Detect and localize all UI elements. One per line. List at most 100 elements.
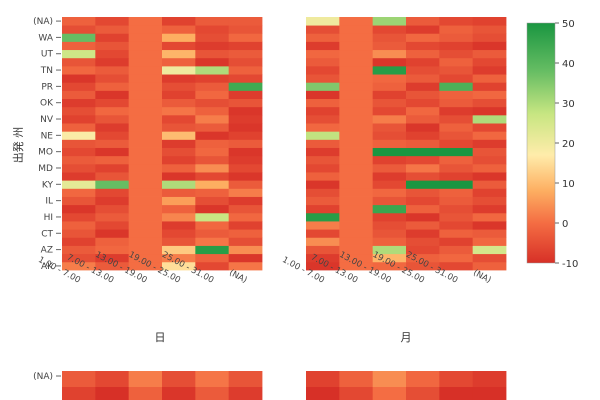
heatmap-cell bbox=[306, 147, 340, 157]
heatmap-cell bbox=[372, 245, 407, 255]
heatmap-cell bbox=[306, 221, 340, 230]
heatmap-cell bbox=[306, 245, 340, 255]
y-tick-label: AK bbox=[41, 262, 54, 272]
heatmap-cell bbox=[162, 387, 196, 400]
heatmap-cell bbox=[439, 33, 474, 42]
y-tick-label: MD bbox=[38, 164, 53, 174]
heatmap-cell bbox=[306, 139, 340, 148]
heatmap-cell bbox=[128, 17, 163, 26]
heatmap-cell bbox=[195, 155, 230, 165]
heatmap-cell bbox=[62, 261, 96, 271]
heatmap-cell bbox=[372, 237, 407, 246]
y-tick-label: AZ bbox=[41, 246, 53, 256]
heatmap-cell bbox=[339, 131, 374, 140]
heatmap-cell bbox=[372, 188, 407, 197]
heatmap-cell bbox=[62, 65, 96, 75]
heatmap-cell bbox=[95, 147, 130, 157]
heatmap-cell bbox=[472, 196, 507, 206]
heatmap-cell bbox=[162, 57, 196, 67]
x-tick-label: (NA) bbox=[227, 268, 248, 286]
heatmap-cell bbox=[339, 49, 374, 59]
heatmap-cell bbox=[195, 17, 230, 26]
heatmap-cell bbox=[228, 237, 263, 246]
heatmap-cell bbox=[195, 74, 230, 83]
heatmap-cell bbox=[162, 196, 196, 206]
heatmap-cell bbox=[162, 65, 196, 75]
heatmap-cell bbox=[372, 204, 407, 214]
heatmap-cell bbox=[228, 82, 263, 91]
heatmap-cell bbox=[439, 131, 474, 140]
heatmap-cell bbox=[439, 17, 474, 26]
heatmap-cell bbox=[162, 17, 196, 26]
heatmap-cell bbox=[128, 371, 163, 387]
heatmap-cell bbox=[62, 188, 96, 197]
heatmap-cell bbox=[195, 237, 230, 246]
heatmap-cell bbox=[339, 155, 374, 165]
heatmap-cell bbox=[439, 229, 474, 238]
heatmap-cell bbox=[439, 196, 474, 206]
heatmap-cell bbox=[439, 261, 474, 271]
heatmap-cell bbox=[472, 74, 507, 83]
heatmap-cell bbox=[195, 33, 230, 42]
heatmap-cell bbox=[339, 163, 374, 173]
heatmap-cell bbox=[128, 204, 163, 214]
heatmap-cell bbox=[406, 57, 440, 67]
heatmap-cell bbox=[439, 82, 474, 91]
heatmap-cell bbox=[95, 245, 130, 255]
heatmap-cell bbox=[339, 33, 374, 42]
heatmap-cell bbox=[95, 180, 130, 189]
partial-heatmap-row: (NA) bbox=[33, 371, 507, 400]
heatmap-cell bbox=[128, 25, 163, 34]
y-tick-label: IL bbox=[45, 197, 53, 207]
heatmap-cell bbox=[406, 82, 440, 91]
y-tick-label: HI bbox=[44, 213, 53, 223]
heatmap-cell bbox=[472, 172, 507, 181]
heatmap-cell bbox=[128, 188, 163, 197]
heatmap-cell bbox=[406, 33, 440, 42]
heatmap-cell bbox=[472, 245, 507, 255]
heatmap-cell bbox=[62, 371, 96, 387]
heatmap-cell bbox=[162, 74, 196, 83]
heatmap-cell bbox=[228, 25, 263, 34]
heatmap-cell bbox=[372, 147, 407, 157]
x-axis-title-month: 月 bbox=[401, 331, 412, 344]
heatmap-cell bbox=[406, 106, 440, 116]
heatmap-cell bbox=[162, 253, 196, 263]
heatmap-cell bbox=[339, 25, 374, 34]
heatmap-cell bbox=[339, 204, 374, 214]
heatmap-cell bbox=[162, 237, 196, 246]
heatmap-cell bbox=[95, 155, 130, 165]
heatmap-cell bbox=[95, 41, 130, 51]
heatmap-cell bbox=[95, 204, 130, 214]
heatmap-cell bbox=[195, 123, 230, 132]
heatmap-cell bbox=[128, 221, 163, 230]
heatmap-cell bbox=[62, 114, 96, 124]
heatmap-cell bbox=[472, 139, 507, 148]
heatmap-cell bbox=[62, 204, 96, 214]
heatmap-cell bbox=[406, 65, 440, 75]
heatmap-cell bbox=[306, 41, 340, 51]
heatmap-cell bbox=[62, 196, 96, 206]
heatmap-cell bbox=[162, 245, 196, 255]
colorbar-tick-label: 0 bbox=[562, 219, 568, 230]
heatmap-cell bbox=[406, 49, 440, 59]
heatmap-cell bbox=[228, 74, 263, 83]
heatmap-cell bbox=[228, 33, 263, 42]
heatmap-cell bbox=[372, 17, 407, 26]
heatmap-cell bbox=[195, 131, 230, 140]
heatmap-cell bbox=[472, 180, 507, 189]
heatmap-cell bbox=[162, 261, 196, 271]
heatmap-cell bbox=[472, 25, 507, 34]
heatmap-cell bbox=[472, 387, 507, 400]
heatmap-cell bbox=[228, 212, 263, 222]
heatmap-cell bbox=[439, 147, 474, 157]
heatmap-cell bbox=[406, 371, 440, 387]
heatmap-cell bbox=[62, 180, 96, 189]
heatmap-cell bbox=[439, 180, 474, 189]
heatmap-cell bbox=[339, 245, 374, 255]
heatmap-cell bbox=[406, 163, 440, 173]
heatmap-cell bbox=[228, 90, 263, 100]
heatmap-cell bbox=[162, 155, 196, 165]
heatmap-cell bbox=[62, 123, 96, 132]
